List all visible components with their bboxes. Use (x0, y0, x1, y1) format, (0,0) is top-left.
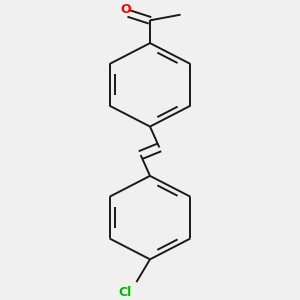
Text: Cl: Cl (118, 286, 131, 299)
Text: O: O (120, 3, 131, 16)
